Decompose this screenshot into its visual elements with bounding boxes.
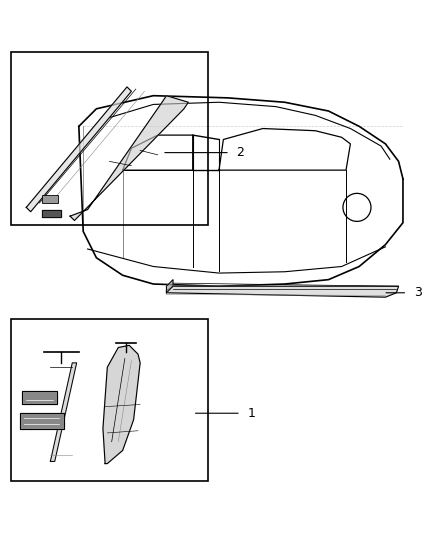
Polygon shape — [166, 286, 399, 297]
Text: 3: 3 — [414, 286, 422, 300]
Polygon shape — [103, 345, 140, 464]
Polygon shape — [50, 363, 77, 462]
Polygon shape — [20, 413, 64, 429]
Text: 2: 2 — [237, 146, 244, 159]
Polygon shape — [42, 209, 61, 217]
Bar — [42, 195, 58, 203]
Bar — [11, 319, 208, 481]
Polygon shape — [26, 87, 131, 212]
Polygon shape — [70, 96, 188, 221]
Polygon shape — [166, 280, 173, 293]
Polygon shape — [22, 391, 57, 405]
Text: 1: 1 — [247, 407, 255, 419]
Bar — [11, 52, 208, 225]
